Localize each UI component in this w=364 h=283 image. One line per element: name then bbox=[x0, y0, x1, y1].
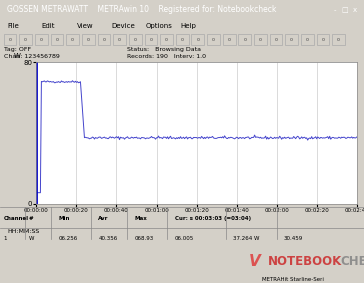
Text: o: o bbox=[55, 37, 59, 42]
Text: Status:   Browsing Data: Status: Browsing Data bbox=[127, 47, 201, 52]
Text: □: □ bbox=[341, 7, 348, 13]
Text: o: o bbox=[321, 37, 325, 42]
Text: o: o bbox=[228, 37, 231, 42]
Text: 1: 1 bbox=[4, 236, 7, 241]
FancyBboxPatch shape bbox=[4, 34, 16, 45]
Text: Min: Min bbox=[58, 216, 70, 220]
Text: o: o bbox=[181, 37, 184, 42]
Text: o: o bbox=[259, 37, 262, 42]
Text: o: o bbox=[40, 37, 43, 42]
Text: #: # bbox=[29, 216, 34, 220]
Text: 37.264 W: 37.264 W bbox=[233, 236, 260, 241]
FancyBboxPatch shape bbox=[176, 34, 189, 45]
Text: o: o bbox=[212, 37, 215, 42]
Text: o: o bbox=[71, 37, 74, 42]
Text: o: o bbox=[243, 37, 246, 42]
Text: o: o bbox=[24, 37, 27, 42]
Text: o: o bbox=[165, 37, 168, 42]
Text: Cur: s 00:03:03 (=03:04): Cur: s 00:03:03 (=03:04) bbox=[175, 216, 251, 220]
FancyBboxPatch shape bbox=[301, 34, 314, 45]
FancyBboxPatch shape bbox=[270, 34, 282, 45]
Text: Help: Help bbox=[180, 23, 196, 29]
FancyBboxPatch shape bbox=[238, 34, 251, 45]
Text: W: W bbox=[29, 236, 35, 241]
Text: x: x bbox=[352, 7, 357, 13]
FancyBboxPatch shape bbox=[82, 34, 95, 45]
Text: View: View bbox=[76, 23, 93, 29]
FancyBboxPatch shape bbox=[223, 34, 236, 45]
Text: -: - bbox=[334, 7, 336, 13]
Text: 30.459: 30.459 bbox=[284, 236, 303, 241]
Text: Device: Device bbox=[111, 23, 135, 29]
FancyBboxPatch shape bbox=[35, 34, 48, 45]
FancyBboxPatch shape bbox=[332, 34, 345, 45]
Text: o: o bbox=[196, 37, 199, 42]
Text: 06.005: 06.005 bbox=[175, 236, 194, 241]
Text: o: o bbox=[118, 37, 121, 42]
FancyBboxPatch shape bbox=[19, 34, 32, 45]
Text: o: o bbox=[134, 37, 137, 42]
Text: o: o bbox=[149, 37, 153, 42]
Text: V: V bbox=[249, 254, 261, 269]
Text: METRAHit Starline-Seri: METRAHit Starline-Seri bbox=[262, 277, 324, 282]
Text: Options: Options bbox=[146, 23, 173, 29]
FancyBboxPatch shape bbox=[129, 34, 142, 45]
Bar bbox=[0, 275, 364, 283]
Text: o: o bbox=[290, 37, 293, 42]
Text: Channel: Channel bbox=[4, 216, 29, 220]
FancyBboxPatch shape bbox=[207, 34, 220, 45]
Text: o: o bbox=[337, 37, 340, 42]
Text: Edit: Edit bbox=[42, 23, 55, 29]
Text: Records: 190   Interv: 1.0: Records: 190 Interv: 1.0 bbox=[127, 54, 206, 59]
Text: Avr: Avr bbox=[98, 216, 109, 220]
FancyBboxPatch shape bbox=[285, 34, 298, 45]
Text: o: o bbox=[274, 37, 278, 42]
FancyBboxPatch shape bbox=[254, 34, 267, 45]
Text: GOSSEN METRAWATT    METRAwin 10    Registered for: Notebookcheck: GOSSEN METRAWATT METRAwin 10 Registered … bbox=[7, 5, 277, 14]
Text: CHECK: CHECK bbox=[340, 255, 364, 268]
Text: File: File bbox=[7, 23, 19, 29]
Text: NOTEBOOK: NOTEBOOK bbox=[268, 255, 342, 268]
FancyBboxPatch shape bbox=[66, 34, 79, 45]
Text: o: o bbox=[306, 37, 309, 42]
FancyBboxPatch shape bbox=[113, 34, 126, 45]
Text: HH:MM:SS: HH:MM:SS bbox=[8, 229, 40, 234]
FancyBboxPatch shape bbox=[145, 34, 157, 45]
Text: Max: Max bbox=[135, 216, 147, 220]
FancyBboxPatch shape bbox=[160, 34, 173, 45]
Text: o: o bbox=[8, 37, 12, 42]
FancyBboxPatch shape bbox=[191, 34, 204, 45]
Text: Chan: 123456789: Chan: 123456789 bbox=[4, 54, 60, 59]
Text: 40.356: 40.356 bbox=[98, 236, 118, 241]
FancyBboxPatch shape bbox=[317, 34, 329, 45]
Text: 06.256: 06.256 bbox=[58, 236, 78, 241]
Text: o: o bbox=[102, 37, 106, 42]
FancyBboxPatch shape bbox=[98, 34, 110, 45]
Text: W: W bbox=[14, 53, 21, 59]
Text: Tag: OFF: Tag: OFF bbox=[4, 47, 31, 52]
FancyBboxPatch shape bbox=[51, 34, 63, 45]
Text: 068.93: 068.93 bbox=[135, 236, 154, 241]
Text: o: o bbox=[87, 37, 90, 42]
